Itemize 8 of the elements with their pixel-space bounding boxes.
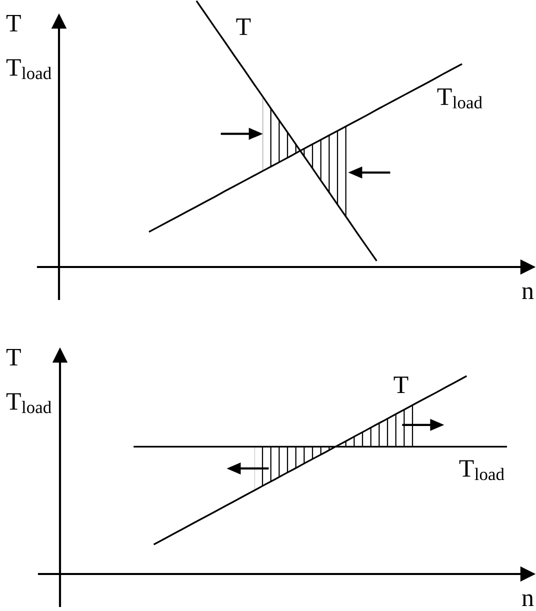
series-label: T$_{load}$ [437,88,482,108]
x-axis-title: n [522,594,534,606]
series-label: T [394,376,408,394]
y-axis-title: T T$_{load}$ [6,14,52,80]
y-axis-title: T T$_{load}$ [6,348,52,414]
series-label: T [236,18,251,35]
series-label: T$_{load}$ [459,460,504,480]
x-axis-title: n [522,287,534,299]
